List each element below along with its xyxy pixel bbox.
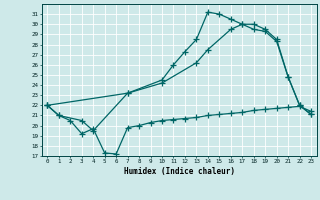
- X-axis label: Humidex (Indice chaleur): Humidex (Indice chaleur): [124, 167, 235, 176]
